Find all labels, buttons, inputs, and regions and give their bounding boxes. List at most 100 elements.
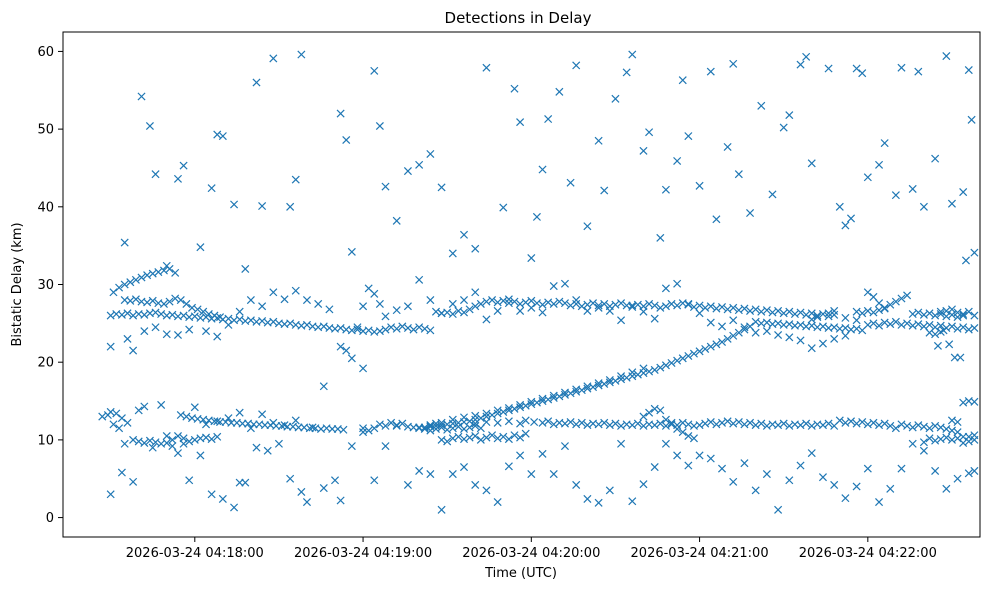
data-point [706,454,715,463]
data-point [342,346,351,355]
data-point [673,301,682,310]
data-point [650,463,659,472]
data-point [841,331,850,340]
data-point [269,418,278,427]
data-point [880,139,889,148]
data-point [925,309,934,318]
data-point [740,304,749,313]
data-point [959,311,968,320]
data-point [617,316,626,325]
data-point [527,254,536,263]
data-point [224,414,233,423]
data-point [381,312,390,321]
data-point [129,346,138,355]
plot-frame [62,31,981,538]
data-point [241,264,250,273]
data-point [600,418,609,427]
data-point [336,496,345,505]
data-point [280,421,289,430]
data-point [246,424,255,433]
data-point [628,497,637,506]
data-point [953,474,962,483]
data-point [182,299,191,308]
data-point [140,438,149,448]
data-point [796,336,805,345]
data-point [381,442,390,451]
x-axis-label: Time (UTC) [484,566,557,581]
data-point [258,302,267,311]
data-point [560,279,569,288]
data-point [617,299,626,308]
data-point [617,439,626,448]
data-point [785,476,794,485]
marker-layer [98,50,979,514]
data-point [914,320,923,329]
data-point [488,296,497,305]
data-point [751,305,760,314]
data-point [869,319,878,328]
y-tick-label: 40 [37,200,54,215]
data-point [549,299,558,308]
data-point [717,464,727,473]
data-point [504,404,513,413]
data-point [196,243,205,252]
data-point [914,308,923,317]
data-point [566,178,575,187]
data-point [516,451,525,460]
data-point [961,256,971,265]
data-point [684,132,693,141]
data-point [117,468,126,477]
data-point [824,309,833,318]
data-point [516,400,525,409]
data-point [891,424,900,433]
data-point [908,184,917,193]
data-point [213,332,222,341]
data-point [751,486,760,495]
data-point [891,191,900,200]
data-point [572,299,581,308]
data-point [510,431,519,440]
data-point [403,302,412,311]
data-point [538,308,547,317]
data-point [392,421,401,430]
data-point [942,52,951,61]
data-point [280,295,289,304]
data-point [134,406,143,415]
data-point [706,318,715,327]
data-point [807,344,816,353]
data-point [723,334,732,343]
data-point [639,480,648,489]
data-point [740,325,749,334]
data-point [818,473,827,482]
data-point [661,302,670,311]
data-point [246,296,255,305]
data-point [459,230,469,239]
data-point [650,365,659,374]
y-tick-label: 20 [37,356,54,371]
data-point [729,331,738,340]
axes-layer: 2026-03-24 04:18:00 2026-03-24 04:19:00 20… [37,45,936,561]
data-point [959,188,968,197]
data-point [841,494,850,503]
data-point [165,297,174,306]
data-point [914,67,923,76]
data-point [151,170,160,179]
data-point [678,76,687,85]
data-point [493,406,502,415]
data-point [964,469,973,478]
data-point [117,414,126,423]
data-point [560,388,569,397]
data-point [605,486,614,495]
data-point [762,327,771,336]
data-point [875,160,884,169]
data-point [319,484,328,493]
data-point [426,149,435,159]
y-tick-label: 50 [37,123,54,138]
data-point [387,418,396,427]
data-point [560,299,569,308]
data-point [919,438,928,447]
data-point [448,249,457,258]
data-point [330,476,340,485]
data-point [459,463,469,472]
data-point [347,354,356,363]
